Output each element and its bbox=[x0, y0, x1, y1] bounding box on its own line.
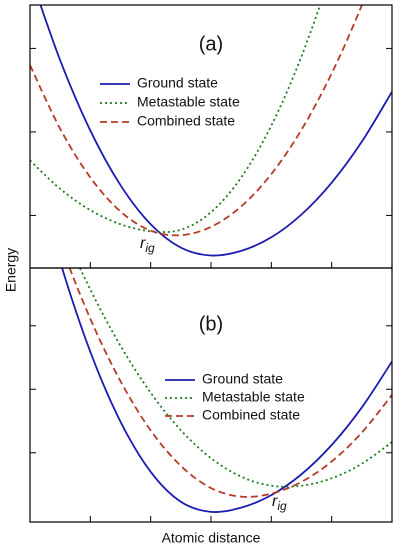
legend-label: Metastable state bbox=[202, 389, 305, 405]
legend-label: Metastable state bbox=[137, 94, 240, 110]
curve bbox=[68, 268, 392, 498]
panel-title: (b) bbox=[199, 313, 223, 335]
legend-label: Combined state bbox=[137, 113, 235, 129]
annotation: rig bbox=[140, 235, 155, 255]
curve bbox=[30, 5, 363, 237]
panel-frame bbox=[29, 267, 393, 523]
annotation-subscript: ig bbox=[277, 499, 287, 513]
legend-label: Ground state bbox=[137, 75, 218, 91]
x-axis-label: Atomic distance bbox=[162, 530, 261, 546]
y-axis-label: Energy bbox=[3, 248, 19, 292]
annotation-main: r bbox=[272, 493, 278, 510]
annotation: rig bbox=[272, 493, 287, 513]
curve bbox=[30, 5, 322, 233]
panel-title: (a) bbox=[199, 33, 223, 55]
curve bbox=[39, 5, 392, 257]
legend-label: Ground state bbox=[202, 371, 283, 387]
annotation-subscript: ig bbox=[145, 241, 155, 255]
curve bbox=[78, 268, 392, 488]
curve bbox=[61, 268, 392, 513]
legend-label: Combined state bbox=[202, 407, 300, 423]
annotation-main: r bbox=[140, 235, 146, 252]
